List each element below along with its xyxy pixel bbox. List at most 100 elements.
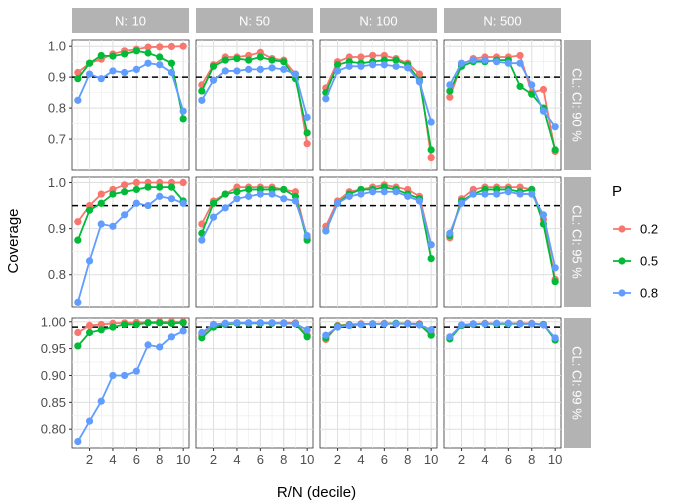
y-tick-label: 0.7 <box>48 132 66 147</box>
data-point <box>179 115 187 123</box>
data-point <box>280 195 288 203</box>
data-point <box>167 42 176 51</box>
x-tick-label: 2 <box>458 452 465 467</box>
data-point <box>481 320 489 328</box>
y-tick-label: 0.90 <box>41 368 66 383</box>
data-point <box>233 54 241 63</box>
data-point <box>469 56 477 64</box>
series-line <box>449 59 556 128</box>
data-point <box>504 319 512 327</box>
data-point <box>121 50 129 58</box>
data-point <box>427 154 435 162</box>
data-point <box>345 62 353 70</box>
data-point <box>291 197 300 205</box>
series-line <box>449 59 557 151</box>
series-line <box>325 59 433 151</box>
x-tick-label: 8 <box>404 452 411 467</box>
y-tick-label: 0.8 <box>48 267 66 282</box>
x-tick-label: 6 <box>505 452 512 467</box>
data-point <box>256 190 264 198</box>
series-line <box>201 321 308 334</box>
data-point <box>392 320 400 328</box>
data-point <box>233 195 241 203</box>
data-point <box>109 52 117 60</box>
series-line <box>325 63 433 123</box>
x-tick-label: 4 <box>233 452 240 467</box>
data-point <box>493 190 501 198</box>
series-line <box>77 320 184 334</box>
y-tick-label: 1.0 <box>48 175 66 190</box>
data-point <box>539 85 548 94</box>
x-tick-label: 8 <box>156 452 163 467</box>
x-tick-label: 10 <box>176 452 190 467</box>
facet-panel <box>71 39 190 171</box>
data-point <box>446 93 454 101</box>
data-point <box>457 199 466 207</box>
data-point <box>209 213 218 221</box>
x-tick-label: 6 <box>133 452 140 467</box>
y-tick-label: 0.80 <box>41 422 66 437</box>
data-point <box>179 178 187 187</box>
data-point <box>380 61 388 69</box>
data-point <box>144 201 152 210</box>
data-point <box>551 123 559 131</box>
series-line <box>201 56 309 134</box>
data-point <box>280 65 288 74</box>
data-point <box>132 199 140 207</box>
row-strip: CL: CI: 90 % <box>564 40 591 170</box>
data-point <box>245 65 253 74</box>
data-point <box>333 323 342 331</box>
series-line <box>76 195 184 303</box>
data-point <box>256 319 264 327</box>
data-point <box>245 56 253 64</box>
data-point <box>256 65 264 74</box>
facet-panel <box>443 39 562 171</box>
data-point <box>322 227 330 235</box>
y-tick-label: 1.00 <box>41 314 66 329</box>
row-strip-label: CL: CI: 99 % <box>570 346 585 420</box>
data-point <box>85 70 94 78</box>
data-point <box>121 68 129 77</box>
data-point <box>179 107 187 115</box>
data-point <box>97 320 105 329</box>
data-point <box>415 70 424 78</box>
data-point <box>121 188 129 196</box>
data-point <box>156 53 164 61</box>
row-strip-bg <box>564 318 591 448</box>
data-point <box>481 190 489 198</box>
column-strip-label: N: 100 <box>359 14 397 29</box>
data-point <box>303 326 311 334</box>
data-point <box>221 56 229 64</box>
data-point <box>345 192 353 200</box>
data-point <box>144 183 152 191</box>
data-point <box>493 319 501 327</box>
row-strip-label: CL: CI: 95 % <box>570 205 585 279</box>
data-point <box>85 206 94 214</box>
data-point <box>144 59 152 67</box>
data-point <box>221 67 229 75</box>
data-point <box>179 42 187 50</box>
data-point <box>516 51 524 60</box>
y-tick-label: 0.8 <box>48 101 66 116</box>
data-point <box>357 190 365 198</box>
data-point <box>551 264 559 272</box>
data-point <box>198 220 206 228</box>
data-point <box>539 211 548 219</box>
data-point <box>415 78 424 86</box>
series-line <box>201 186 309 239</box>
data-point <box>427 118 435 126</box>
facet-panel <box>195 176 314 308</box>
data-point <box>427 241 435 249</box>
data-point <box>209 62 218 70</box>
data-point <box>74 218 82 226</box>
facet-panel <box>195 39 314 171</box>
data-point <box>245 185 253 194</box>
x-tick-label: 4 <box>109 452 116 467</box>
data-point <box>85 417 94 425</box>
series-line <box>77 321 184 347</box>
data-point <box>167 68 176 77</box>
data-point <box>233 67 241 75</box>
column-strip: N: 10 <box>72 8 189 33</box>
column-strip: N: 500 <box>444 8 561 33</box>
data-point <box>380 320 388 328</box>
